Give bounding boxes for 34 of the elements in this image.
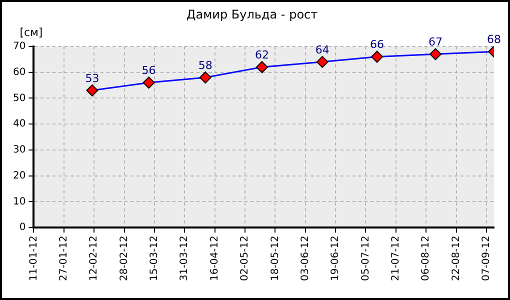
y-tick-label: 20	[12, 170, 26, 182]
x-tick-label: 03-06-12	[300, 236, 311, 281]
y-tick-label: 50	[12, 92, 26, 104]
x-tick-label: 19-06-12	[330, 236, 342, 281]
y-tick-label: 0	[19, 222, 26, 234]
x-tick-label: 11-01-12	[28, 236, 40, 281]
x-tick-label: 07-09-12	[481, 236, 492, 281]
data-label: 66	[370, 38, 384, 52]
data-label: 56	[142, 64, 156, 77]
x-tick-label: 15-03-12	[149, 236, 160, 281]
x-tick-label: 06-08-12	[420, 236, 432, 281]
x-tick-label: 31-03-12	[179, 236, 190, 281]
y-tick-label: 40	[12, 118, 26, 130]
x-tick-label: 27-01-12	[58, 236, 70, 281]
data-label: 68	[487, 32, 501, 46]
data-label: 58	[198, 58, 212, 72]
y-tick-label: 10	[12, 196, 26, 208]
x-tick-label: 18-05-12	[270, 236, 281, 281]
y-tick-label: 60	[12, 66, 26, 78]
x-tick-label: 02-05-12	[240, 236, 251, 281]
chart-title: Дамир Бульда - рост	[186, 7, 318, 22]
x-tick-label: 22-08-12	[450, 236, 462, 281]
data-label: 64	[315, 43, 330, 56]
x-tick-label: 16-04-12	[209, 236, 220, 281]
y-tick-label: 70	[12, 40, 26, 52]
data-label: 62	[254, 48, 269, 62]
data-label: 67	[428, 36, 443, 49]
x-tick-label: 05-07-12	[360, 236, 372, 281]
x-tick-label: 28-02-12	[118, 236, 130, 281]
y-axis-title: [см]	[20, 26, 43, 39]
data-label: 53	[85, 72, 100, 85]
x-tick-label: 12-02-12	[88, 236, 100, 281]
y-tick-label: 30	[12, 144, 26, 156]
x-tick-label: 21-07-12	[390, 236, 402, 281]
